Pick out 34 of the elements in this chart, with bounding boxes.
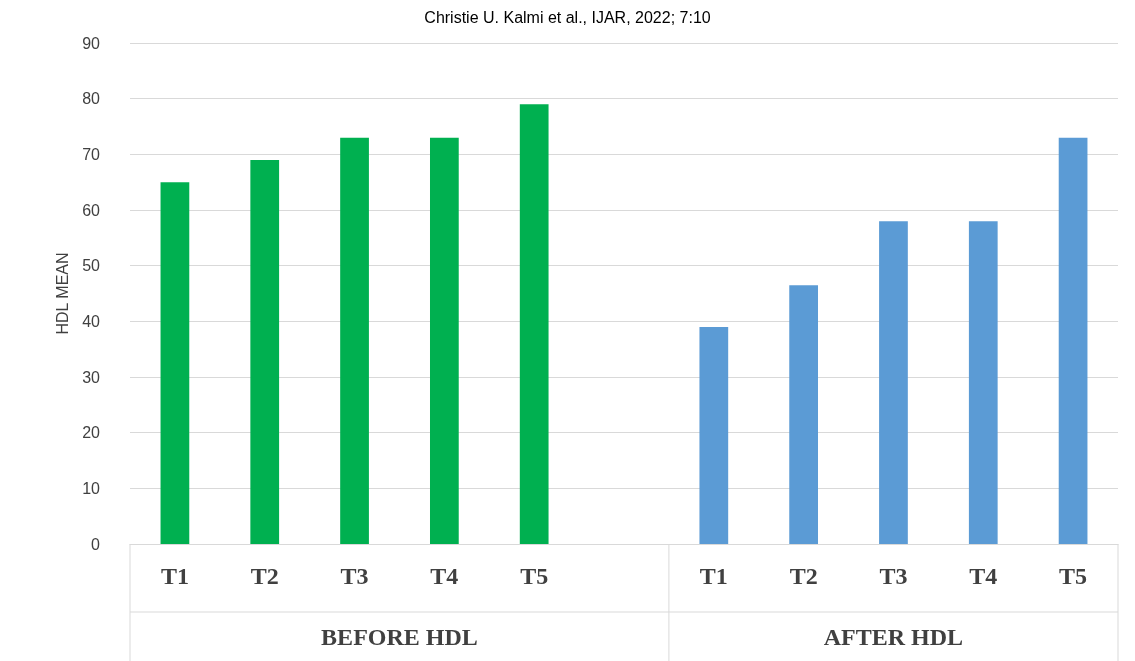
bar: [699, 326, 729, 544]
bar: [879, 221, 908, 544]
x-tick-label: T5: [1059, 563, 1088, 589]
bar: [160, 182, 190, 544]
y-tick-label: 50: [82, 257, 101, 275]
y-tick-label: 20: [82, 424, 101, 442]
bar: [1058, 137, 1088, 544]
x-tick-label: T2: [250, 563, 279, 589]
y-tick-label: 90: [82, 34, 101, 52]
y-tick-label: 80: [82, 90, 101, 108]
bar: [429, 137, 459, 544]
bar: [340, 137, 369, 544]
x-tick-label: T3: [879, 563, 908, 589]
bar: [968, 221, 998, 544]
x-tick-label: T1: [160, 563, 189, 589]
y-axis-title: HDL MEAN: [53, 252, 71, 335]
bar: [250, 159, 280, 544]
x-tick-label: T5: [520, 563, 549, 589]
y-tick-label: 40: [82, 312, 101, 330]
y-tick-label: 60: [82, 201, 101, 219]
text: AFTER HDL: [823, 624, 964, 650]
x-tick-label: T1: [699, 563, 728, 589]
y-tick-label: 70: [82, 145, 101, 163]
chart-title: Christie U. Kalmi et al., IJAR, 2022; 7:10: [424, 8, 711, 26]
y-tick-label: 10: [82, 479, 101, 497]
x-tick-label: T3: [340, 563, 369, 589]
text: BEFORE HDL: [321, 624, 478, 650]
bar: [789, 285, 819, 544]
bar: [519, 104, 549, 544]
y-tick-label: 0: [91, 535, 101, 553]
x-tick-label: T4: [969, 563, 998, 589]
x-tick-label: T2: [789, 563, 818, 589]
y-tick-label: 30: [82, 368, 101, 386]
x-tick-label: T4: [430, 563, 459, 589]
